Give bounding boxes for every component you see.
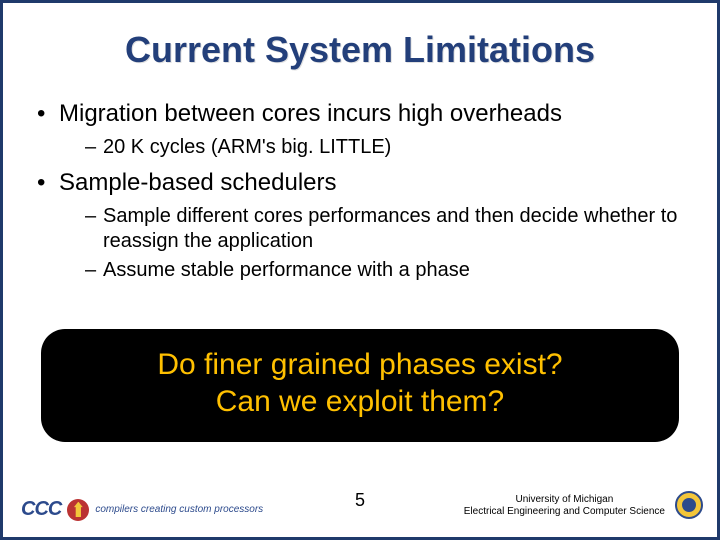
bullet-list: Migration between cores incurs high over… [33,99,687,283]
affil-line-1: University of Michigan [464,494,665,506]
affiliation: University of Michigan Electrical Engine… [464,494,665,517]
callout-box: Do finer grained phases exist? Can we ex… [41,329,679,442]
bullet-1-text: Migration between cores incurs high over… [59,100,562,127]
hammer-sickle-icon [67,499,89,521]
bullet-1-sub-1: 20 K cycles (ARM's big. LITTLE) [85,135,687,160]
bullet-2-text: Sample-based schedulers [59,169,337,196]
bullet-2-sub-1: Sample different cores performances and … [85,204,687,254]
footer: CCC compilers creating custom processors… [3,483,717,527]
callout-line-2: Can we exploit them? [61,384,659,421]
bullet-2-sub-2: Assume stable performance with a phase [85,258,687,283]
bullet-2: Sample-based schedulers Sample different… [37,168,687,283]
logo-left: CCC compilers creating custom processors [21,498,263,521]
page-number: 5 [355,490,365,511]
affil-line-2: Electrical Engineering and Computer Scie… [464,506,665,518]
callout-line-1: Do finer grained phases exist? [61,347,659,384]
bullet-1: Migration between cores incurs high over… [37,99,687,160]
bullet-2-sublist: Sample different cores performances and … [59,204,687,283]
logo-subtitle: compilers creating custom processors [95,504,263,515]
seal-inner-icon [682,498,696,512]
logo-text: CCC [21,498,61,521]
slide-frame: Current System Limitations Migration bet… [0,0,720,540]
slide-title: Current System Limitations [33,29,687,71]
university-seal-icon [675,491,703,519]
bullet-1-sublist: 20 K cycles (ARM's big. LITTLE) [59,135,687,160]
